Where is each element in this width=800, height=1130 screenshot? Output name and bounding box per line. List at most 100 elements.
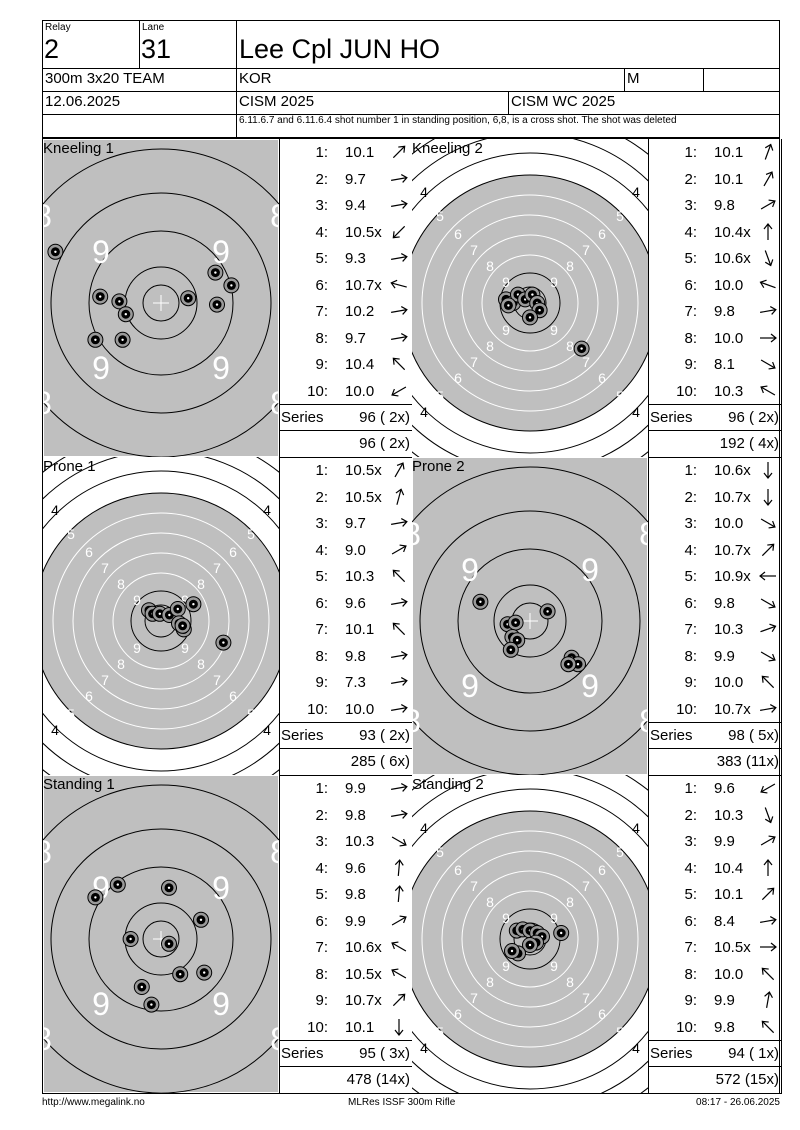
svg-text:5: 5 [616,1024,624,1040]
shot-direction-arrow-icon [758,830,778,852]
shot-hole [169,601,186,617]
shot-value: 9.6 [714,780,735,797]
shot-hole [161,879,177,896]
header: Relay 2 Lane 31 Lee Cpl JUN HO 300m 3x20… [42,20,780,138]
svg-text:9: 9 [550,958,558,974]
shot-number: 2: [315,488,328,506]
shot-direction-arrow-icon [389,857,409,879]
shot-direction-arrow-icon [389,168,409,190]
shot-number: 6: [684,276,697,294]
shot-number: 6: [315,594,328,612]
shot-row: 7: 10.6x [279,934,412,960]
shot-row: 7: 10.5x [648,934,781,960]
shot-value: 10.0 [714,329,744,347]
shot-list-6: 1: 9.6 2: 10.3 3: 9.9 4: 10.4 5: 10.1 6: 8.4 7: 10.5x… [648,775,782,1094]
svg-text:8: 8 [117,576,125,592]
shot-row: 3: 10.0 [648,510,781,536]
shot-number: 5: [315,568,328,585]
shot-number: 3: [315,833,328,850]
shot-hole [47,243,64,260]
shot-value: 10.5x [345,965,382,983]
shot-value: 9.8 [345,647,366,665]
shot-direction-arrow-icon [758,539,778,561]
shot-value: 9.4 [345,197,366,214]
svg-text:8: 8 [639,703,648,739]
shot-value: 9.0 [345,541,366,559]
shot-row: 9: 7.3 [279,669,412,695]
shot-number: 10: [307,700,328,718]
shot-value: 9.9 [714,992,735,1009]
shot-row: 4: 10.7x [648,537,781,563]
shot-row: 2: 10.5x [279,484,412,510]
event-cell: 300m 3x20 TEAM [42,68,237,92]
svg-text:7: 7 [470,354,478,370]
shot-direction-arrow-icon [389,539,409,561]
svg-text:9: 9 [502,910,510,926]
shot-value: 10.1 [714,170,744,188]
running-total: 478 (14x) [346,1071,410,1088]
shot-row: 4: 10.5x [279,219,412,245]
shot-hole [539,603,556,620]
svg-text:7: 7 [470,878,478,894]
target-2: 4 4 4 4 5 5 5 5 6 6 6 6 7 7 7 7 8 8 8 8 9 9 9 9 Kneeling 2 [412,139,649,458]
shot-direction-arrow-icon [389,274,409,296]
shot-direction-arrow-icon [758,565,778,587]
svg-text:5: 5 [616,844,624,860]
lane-value: 31 [141,34,172,64]
date-cell: 12.06.2025 [42,91,237,115]
shot-direction-arrow-icon [758,380,778,402]
shot-value: 9.7 [345,515,366,532]
shot-value: 9.3 [345,250,366,267]
shot-direction-arrow-icon [389,883,409,905]
svg-text:6: 6 [229,688,237,704]
svg-text:8: 8 [486,258,494,274]
svg-text:4: 4 [51,502,59,518]
shot-row: 1: 10.5x [279,457,412,483]
shot-direction-arrow-icon [758,963,778,985]
shot-hole [500,297,517,314]
shot-hole [573,340,590,357]
nation-cell: KOR [236,68,625,92]
svg-text:7: 7 [101,560,109,576]
shot-value: 10.0 [345,382,375,400]
svg-text:8: 8 [197,656,205,672]
shot-number: 4: [684,223,697,241]
svg-text:4: 4 [632,404,640,420]
svg-text:6: 6 [598,862,606,878]
svg-text:5: 5 [247,706,255,722]
shot-number: 5: [315,250,328,267]
svg-text:8: 8 [43,385,52,421]
shot-number: 4: [684,859,697,877]
shot-number: 10: [307,382,328,400]
shot-hole [172,966,189,983]
shot-direction-arrow-icon [758,883,778,905]
nation: KOR [239,70,272,87]
series-label: Series [650,727,693,744]
svg-text:8: 8 [566,258,574,274]
shot-number: 1: [315,462,328,479]
shot-value: 9.7 [345,170,366,188]
shot-direction-arrow-icon [389,989,409,1011]
shot-direction-arrow-icon [758,645,778,667]
total-row: 285 ( 6x) [279,748,412,774]
shot-row: 10: 10.1 [279,1014,412,1040]
shot-row: 9: 10.7x [279,987,412,1013]
shot-row: 4: 10.4x [648,219,781,245]
shot-direction-arrow-icon [758,618,778,640]
shot-value: 10.0 [714,276,744,294]
shot-number: 7: [315,621,328,638]
svg-text:8: 8 [486,974,494,990]
shot-number: 2: [684,806,697,824]
svg-text:9: 9 [92,350,110,386]
shot-value: 9.7 [345,329,366,347]
svg-text:8: 8 [412,703,421,739]
svg-text:8: 8 [412,516,421,552]
shot-value: 9.8 [714,594,735,612]
svg-text:9: 9 [212,350,230,386]
svg-text:6: 6 [598,226,606,242]
svg-text:9: 9 [550,322,558,338]
shot-value: 10.3 [714,621,744,638]
shot-direction-arrow-icon [758,671,778,693]
target-title: Kneeling 2 [412,140,483,157]
